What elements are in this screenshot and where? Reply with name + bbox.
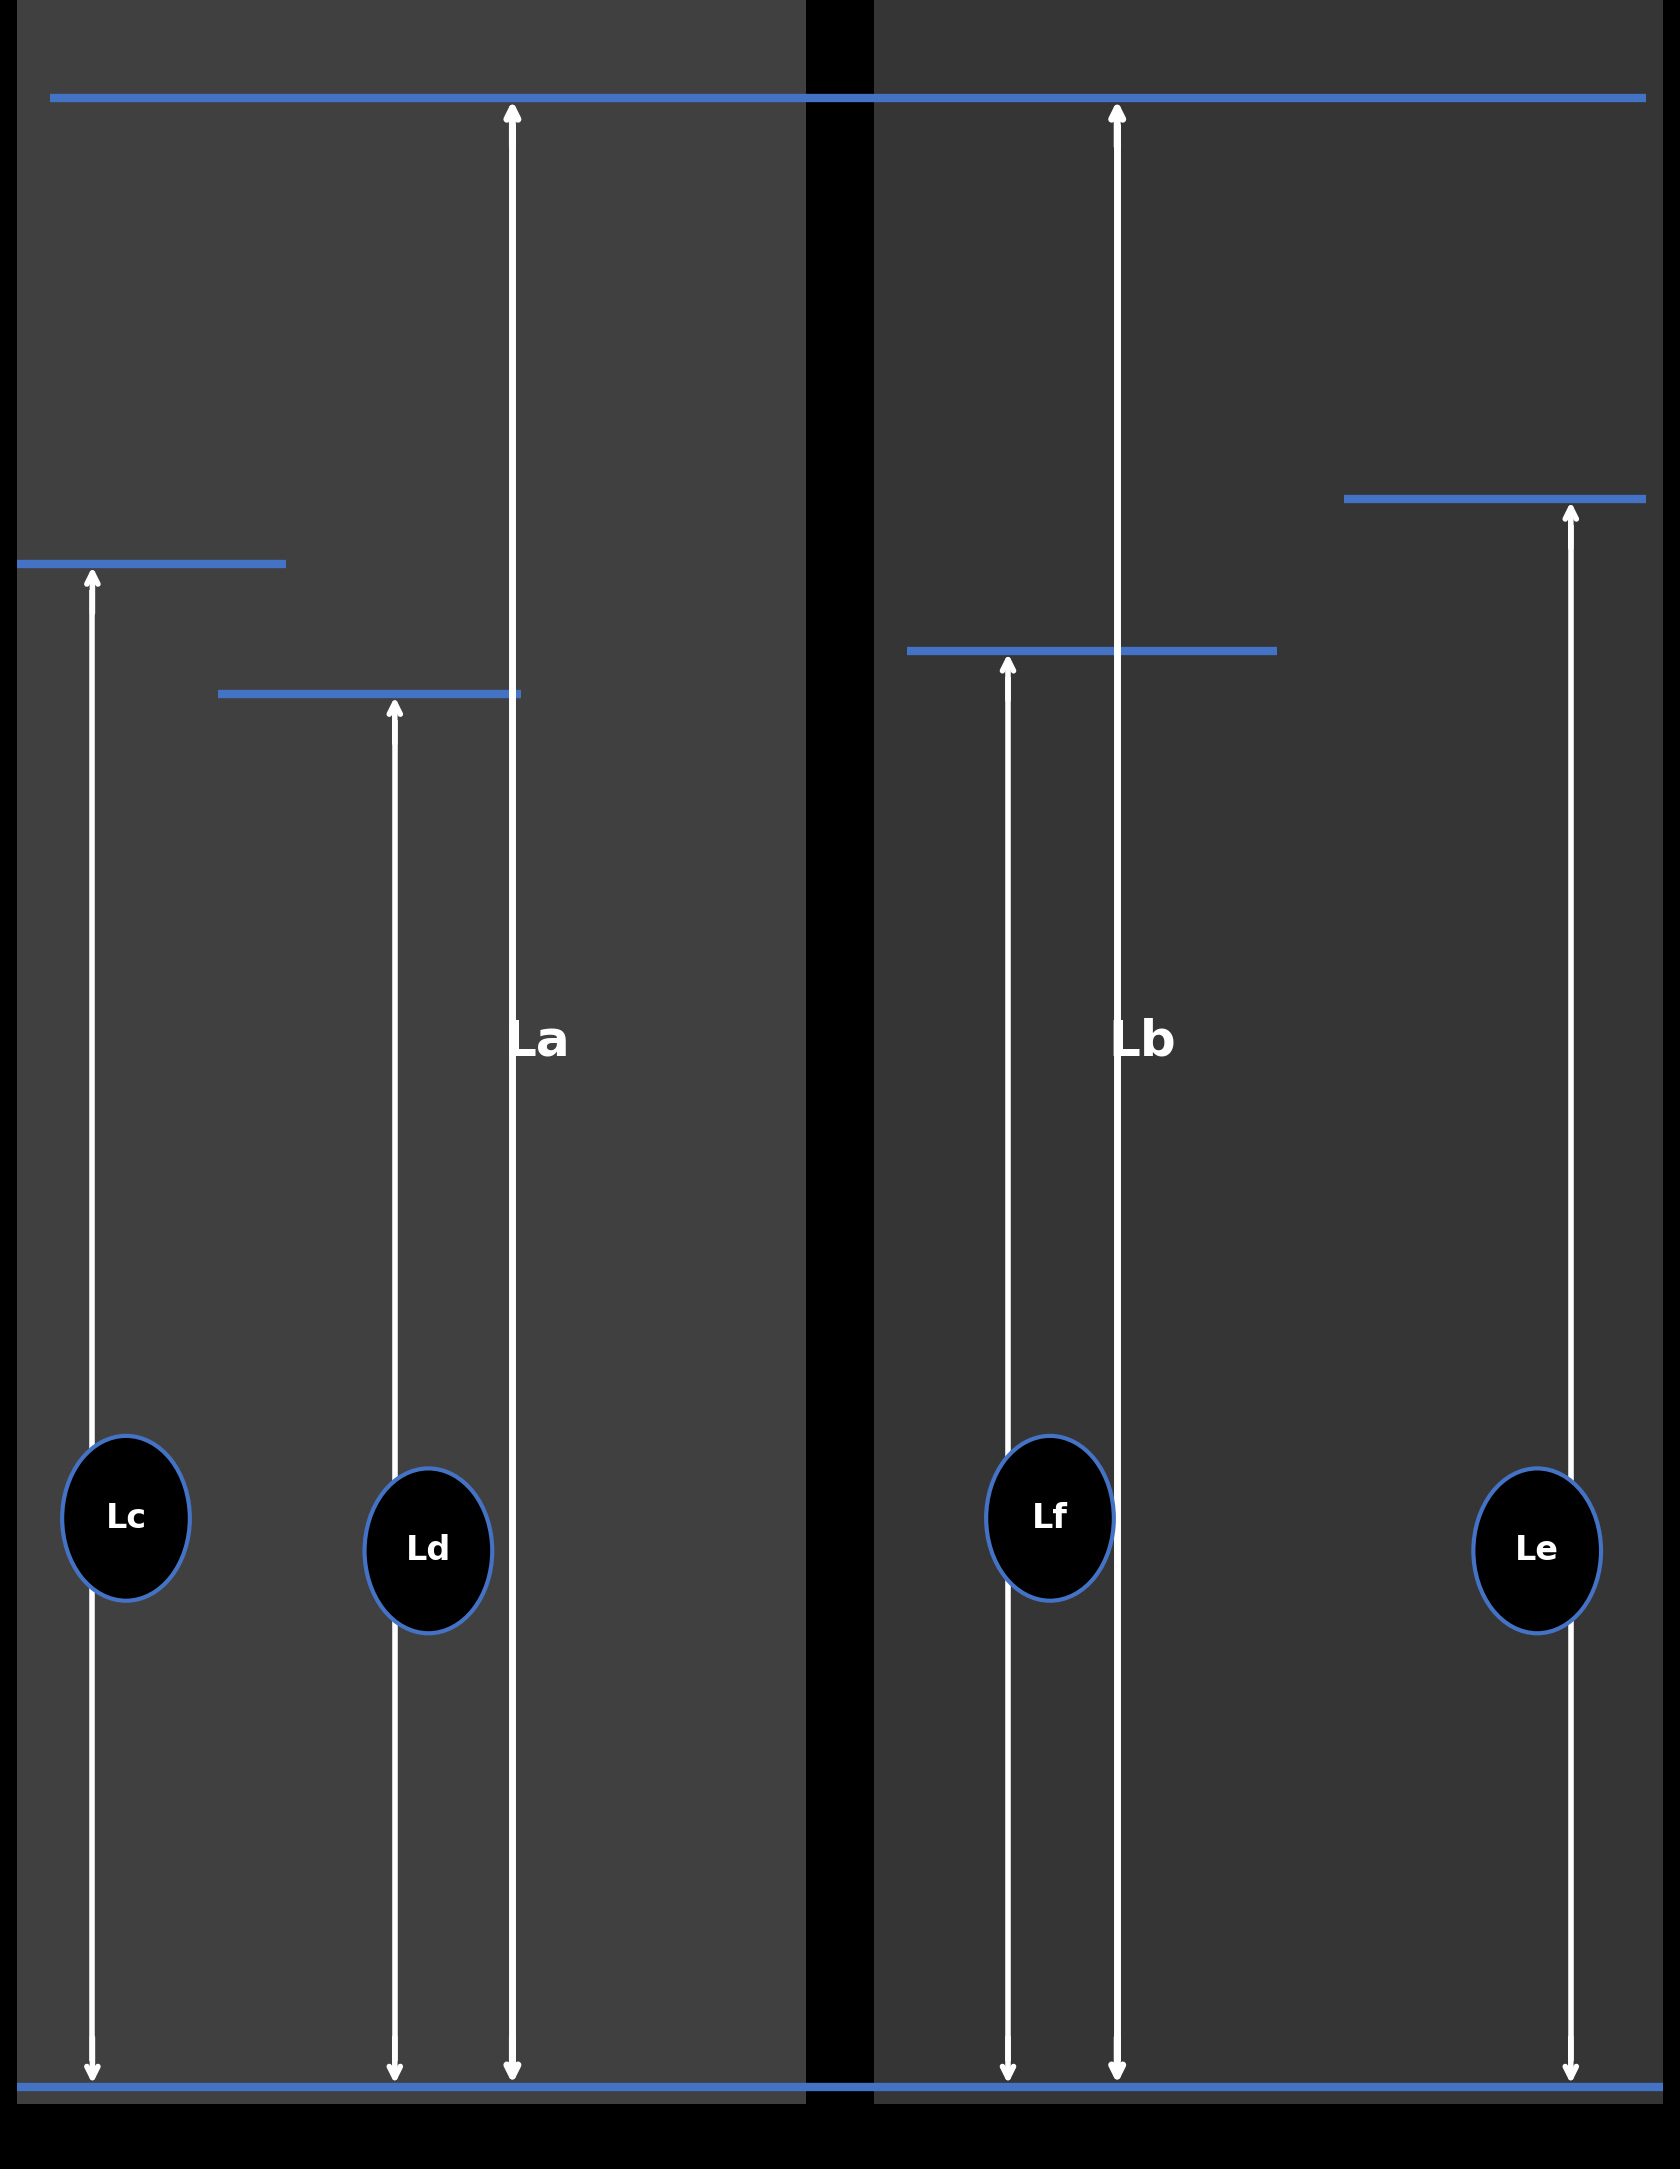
Text: Ld: Ld: [407, 1533, 450, 1568]
Text: Lc: Lc: [106, 1501, 146, 1536]
Bar: [0, 0, 17, 2169]
Circle shape: [62, 1436, 190, 1601]
Circle shape: [986, 1436, 1114, 1601]
Text: Le: Le: [1515, 1533, 1559, 1568]
Text: Lf: Lf: [1032, 1501, 1068, 1536]
Text: Lb: Lb: [1109, 1017, 1176, 1065]
Bar: [1663, 0, 1680, 2169]
Bar: [874, 0, 1663, 2104]
Circle shape: [1473, 1468, 1601, 1633]
Text: La: La: [504, 1017, 571, 1065]
Bar: [806, 0, 874, 2169]
Bar: [17, 0, 806, 2104]
Circle shape: [365, 1468, 492, 1633]
